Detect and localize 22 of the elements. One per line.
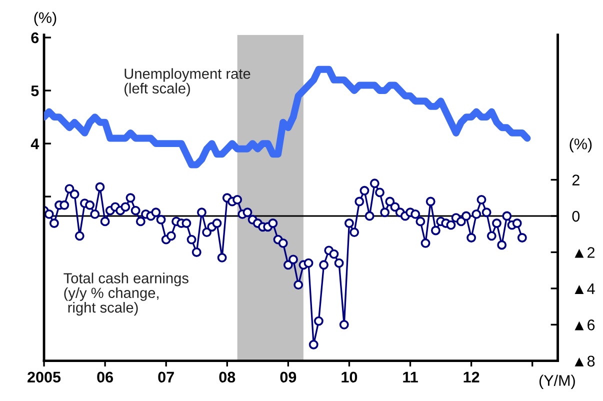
x-tick-label: 10 xyxy=(342,372,358,383)
x-tick-label: 11 xyxy=(403,372,418,382)
x-tick-label: 2005 xyxy=(28,372,61,383)
y-tick-label: 4 xyxy=(30,138,40,150)
y-tick-label: 6 xyxy=(31,32,39,44)
x-tick-label: 08 xyxy=(219,372,236,383)
y2-tick-label: 2 xyxy=(572,174,580,186)
annotation: Total cash earnings (y/y % change, right scale) xyxy=(64,272,188,316)
y-tick-label: 5 xyxy=(31,86,39,96)
annotation: Unemployment rate (left scale) xyxy=(124,68,250,96)
x-tick-label: 09 xyxy=(280,372,296,383)
y2-tick-label: 0 xyxy=(572,210,580,222)
y2-tick-label: ▲2 xyxy=(574,247,595,258)
y2-tick-label: ▲8 xyxy=(574,356,595,367)
y2-tick-label: ▲6 xyxy=(574,320,595,330)
y2-axis-title: (%) xyxy=(570,138,592,152)
x-tick-label: 07 xyxy=(158,372,174,383)
x-axis-title: (Y/M) xyxy=(539,374,575,389)
x-tick-label: 06 xyxy=(97,372,114,383)
y-axis-title: (%) xyxy=(34,12,56,26)
y2-tick-label: ▲4 xyxy=(574,283,595,294)
x-tick-label: 12 xyxy=(464,372,480,382)
